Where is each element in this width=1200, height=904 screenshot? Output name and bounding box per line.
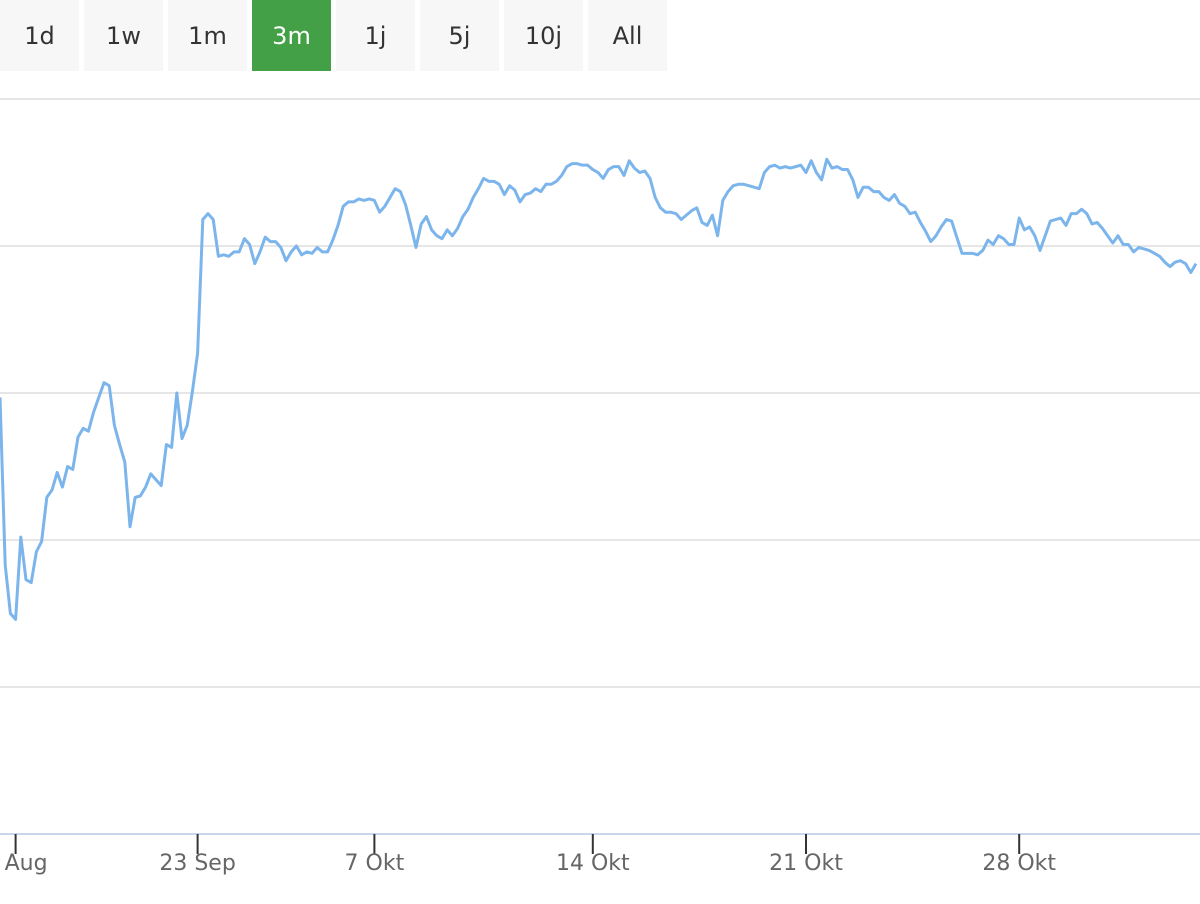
x-tick-label: 7 Okt (345, 851, 405, 876)
range-button-label[interactable]: 1j (365, 22, 387, 50)
range-button-label[interactable]: 3m (272, 22, 311, 50)
range-button[interactable] (0, 0, 79, 71)
x-tick-label: 14 Okt (556, 851, 630, 876)
range-button[interactable] (168, 0, 247, 71)
range-button[interactable] (252, 0, 331, 71)
range-button-label[interactable]: 1w (106, 22, 141, 50)
x-tick-label: 21 Okt (769, 851, 843, 876)
range-button-label[interactable]: 5j (449, 22, 471, 50)
price-line (0, 157, 1198, 621)
x-tick-label: 5 Aug (0, 851, 48, 876)
range-button-label[interactable]: 10j (525, 22, 562, 50)
range-button[interactable] (588, 0, 667, 71)
range-button[interactable] (336, 0, 415, 71)
range-button-label[interactable]: 1m (188, 22, 227, 50)
x-tick-label: 28 Okt (982, 851, 1056, 876)
x-tick-label: 23 Sep (159, 851, 235, 876)
range-button[interactable] (84, 0, 163, 71)
range-button-label[interactable]: All (613, 22, 643, 50)
range-button-label[interactable]: 1d (24, 22, 55, 50)
range-button[interactable] (420, 0, 499, 71)
range-button[interactable] (504, 0, 583, 71)
